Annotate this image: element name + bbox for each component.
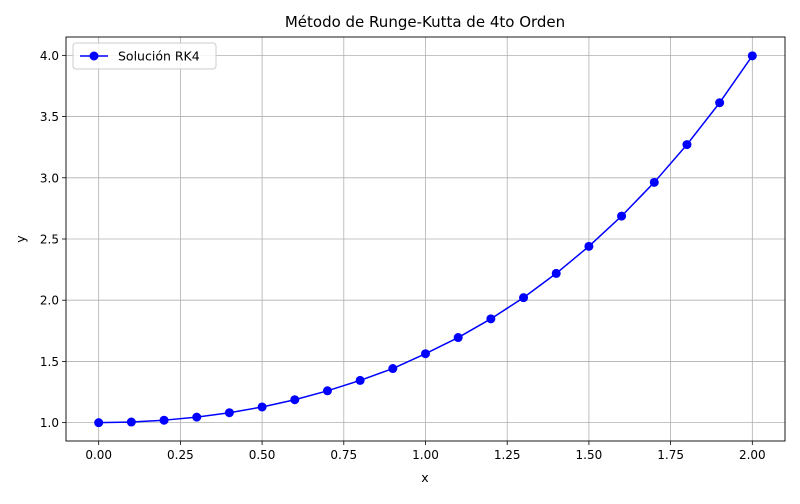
y-axis-label: y [13, 235, 28, 243]
x-tick-label: 0.50 [249, 448, 276, 462]
legend: Solución RK4 [72, 42, 217, 70]
data-point [519, 293, 529, 303]
y-tick-label: 2.0 [40, 294, 59, 308]
data-point [355, 375, 365, 385]
y-tick-label: 1.5 [40, 355, 59, 369]
y-tick-label: 4.0 [40, 49, 59, 63]
legend-box [72, 42, 217, 70]
x-tick-label: 0.00 [85, 448, 112, 462]
data-point [126, 417, 136, 427]
data-point [584, 241, 594, 251]
data-point [747, 51, 757, 61]
x-tick-label: 1.00 [412, 448, 439, 462]
data-point [649, 177, 659, 187]
data-point [159, 415, 169, 425]
x-axis-label: x [421, 470, 428, 485]
data-point [290, 395, 300, 405]
chart-title: Método de Runge-Kutta de 4to Orden [285, 13, 565, 31]
data-point [192, 412, 202, 422]
x-tick-label: 2.00 [739, 448, 766, 462]
axis-ticks: 0.00 0.25 0.50 0.75 1.00 1.25 1.50 1.75 2.00 1.0 1… [40, 49, 766, 462]
y-tick-label: 3.0 [40, 171, 59, 185]
x-tick-label: 1.75 [657, 448, 684, 462]
legend-label: Solución RK4 [118, 49, 200, 64]
data-point [257, 402, 267, 412]
grid [66, 37, 785, 441]
x-tick-label: 1.25 [494, 448, 521, 462]
data-point [94, 418, 104, 428]
x-tick-label: 0.75 [330, 448, 357, 462]
data-point [421, 349, 430, 359]
y-tick-label: 2.5 [40, 233, 59, 247]
x-tick-label: 0.25 [167, 448, 194, 462]
data-point [551, 268, 561, 278]
series-layer [94, 51, 757, 428]
data-point [617, 211, 627, 221]
y-tick-label: 3.5 [40, 110, 59, 124]
data-point [453, 333, 463, 343]
legend-marker [89, 51, 99, 61]
data-point [322, 386, 332, 396]
data-point [224, 408, 234, 418]
data-point [715, 98, 725, 108]
y-tick-label: 1.0 [40, 416, 59, 430]
data-point [388, 364, 398, 374]
x-tick-label: 1.50 [576, 448, 603, 462]
data-point [682, 140, 692, 150]
data-point [486, 314, 496, 324]
